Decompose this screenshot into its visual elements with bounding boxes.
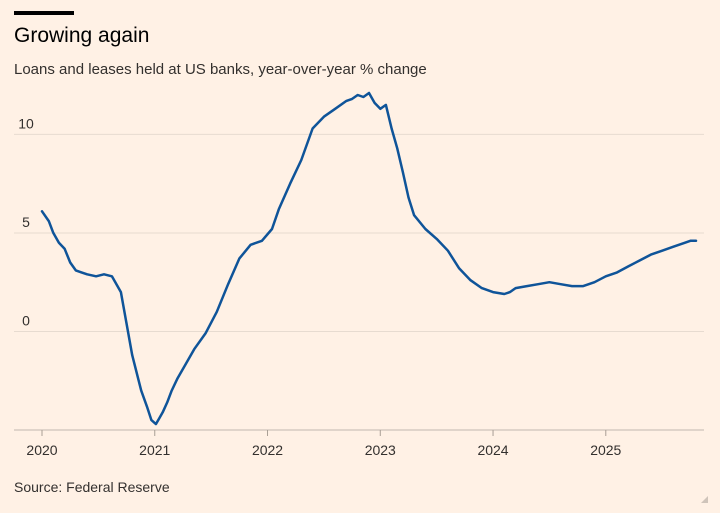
chart-subtitle: Loans and leases held at US banks, year-… xyxy=(14,61,427,78)
x-tick-label: 2024 xyxy=(477,442,508,458)
y-tick-label: 5 xyxy=(22,214,30,230)
x-tick-label: 2022 xyxy=(252,442,283,458)
brand-bar xyxy=(14,11,74,15)
x-tick-label: 2023 xyxy=(365,442,396,458)
line-chart: 0 5 10 2020 2021 2022 2023 2024 2025 xyxy=(14,91,704,458)
series-line xyxy=(40,91,698,426)
y-tick-label: 0 xyxy=(22,312,30,328)
x-tick-label: 2021 xyxy=(139,442,170,458)
x-tick-label: 2020 xyxy=(26,442,57,458)
resize-handle-icon xyxy=(701,496,708,503)
chart-title: Growing again xyxy=(14,24,150,47)
source-note: Source: Federal Reserve xyxy=(14,479,170,495)
x-tick-label: 2025 xyxy=(590,442,621,458)
y-tick-label: 10 xyxy=(18,115,34,131)
